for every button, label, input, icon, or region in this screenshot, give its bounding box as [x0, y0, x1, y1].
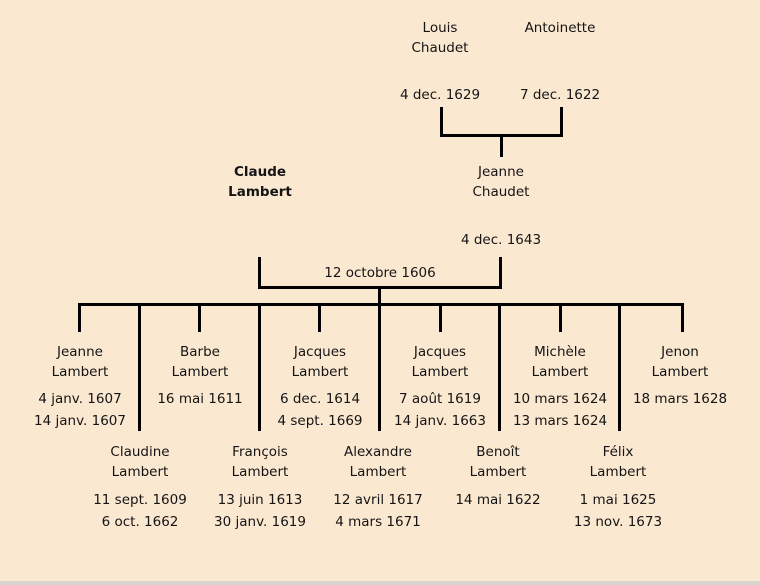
- person-name-line: Lambert: [111, 464, 169, 480]
- person-name-line: Lambert: [589, 464, 647, 480]
- death-date: 4 sept. 1669: [277, 413, 363, 429]
- person-claude-lambert[interactable]: Claude Lambert: [185, 162, 335, 202]
- person-name-line: Lambert: [171, 364, 229, 380]
- person-claudine-lambert[interactable]: Claudine Lambert 11 sept. 1609 6 oct. 16…: [65, 442, 215, 533]
- connector-child-drop-jenon: [681, 303, 684, 332]
- connector-child-drop-felix: [618, 303, 621, 431]
- connector-child-drop-barbe: [198, 303, 201, 332]
- death-date: 4 mars 1671: [335, 514, 421, 530]
- connector-children-bar: [78, 303, 684, 306]
- person-dates: 4 janv. 1607 14 janv. 1607: [5, 388, 155, 432]
- person-jeanne-chaudet[interactable]: Jeanne Chaudet 4 dec. 1643: [426, 162, 576, 249]
- death-date: 13 mars 1624: [512, 413, 608, 429]
- person-name-line: Louis: [422, 20, 458, 36]
- birth-date: 7 août 1619: [399, 391, 481, 407]
- person-name-line: Lambert: [531, 364, 589, 380]
- person-dates: 11 sept. 1609 6 oct. 1662: [65, 489, 215, 533]
- death-date: 6 oct. 1662: [101, 514, 179, 530]
- birth-date: 10 mars 1624: [512, 391, 608, 407]
- person-dates: 13 juin 1613 30 janv. 1619: [185, 489, 335, 533]
- connector-child-drop-michele: [559, 303, 562, 332]
- connector-grandmother-drop: [560, 107, 563, 137]
- person-name-line: Benoît: [476, 444, 520, 460]
- person-name-line: Claudine: [110, 444, 170, 460]
- person-name-line: Jenon: [661, 344, 699, 360]
- person-name-line: Lambert: [411, 364, 469, 380]
- person-dates: 12 avril 1617 4 mars 1671: [303, 489, 453, 533]
- person-name-line: Lambert: [651, 364, 709, 380]
- person-name-line: Lambert: [291, 364, 349, 380]
- birth-date: 1 mai 1625: [579, 492, 657, 508]
- person-dates: 7 août 1619 14 janv. 1663: [365, 388, 515, 432]
- connector-father-drop: [258, 257, 261, 289]
- person-name-line: Claude: [233, 164, 287, 180]
- person-name-line: Barbe: [180, 344, 220, 360]
- birth-date: 16 mai 1611: [157, 391, 243, 407]
- birth-date: 6 dec. 1614: [279, 391, 361, 407]
- person-name-line: Lambert: [469, 464, 527, 480]
- person-name-line: Lambert: [349, 464, 407, 480]
- person-barbe-lambert[interactable]: Barbe Lambert 16 mai 1611: [125, 342, 275, 410]
- connector-child-drop-francois: [258, 303, 261, 431]
- person-name-line: Jeanne: [57, 344, 103, 360]
- person-date: 7 dec. 1622: [519, 87, 601, 103]
- person-francois-lambert[interactable]: François Lambert 13 juin 1613 30 janv. 1…: [185, 442, 335, 533]
- person-name-line: Michèle: [534, 344, 586, 360]
- connector-mother-stem: [500, 134, 503, 157]
- person-felix-lambert[interactable]: Félix Lambert 1 mai 1625 13 nov. 1673: [543, 442, 693, 533]
- birth-date: 4 janv. 1607: [38, 391, 122, 407]
- person-name-line: Chaudet: [472, 184, 530, 200]
- birth-date: 13 juin 1613: [217, 492, 303, 508]
- person-dates: 1 mai 1625 13 nov. 1673: [543, 489, 693, 533]
- birth-date: 12 avril 1617: [333, 492, 423, 508]
- person-alexandre-lambert[interactable]: Alexandre Lambert 12 avril 1617 4 mars 1…: [303, 442, 453, 533]
- death-date: 14 janv. 1607: [34, 413, 126, 429]
- connector-child-drop-jacques2: [439, 303, 442, 332]
- person-dates: 6 dec. 1614 4 sept. 1669: [245, 388, 395, 432]
- person-jacques-lambert-1[interactable]: Jacques Lambert 6 dec. 1614 4 sept. 1669: [245, 342, 395, 432]
- person-benoit-lambert[interactable]: Benoît Lambert 14 mai 1622: [423, 442, 573, 511]
- person-name-line: Félix: [602, 444, 634, 460]
- person-name-line: Jacques: [293, 344, 347, 360]
- person-name-line: Antoinette: [524, 20, 596, 36]
- person-michele-lambert[interactable]: Michèle Lambert 10 mars 1624 13 mars 162…: [485, 342, 635, 432]
- connector-grandfather-drop: [440, 107, 443, 137]
- marriage-date-label: 12 octobre 1606: [324, 265, 436, 281]
- person-dates: 14 mai 1622: [423, 489, 573, 511]
- person-date: 4 dec. 1629: [399, 87, 481, 103]
- birth-date: 14 mai 1622: [455, 492, 541, 508]
- person-name-line: Chaudet: [411, 40, 469, 56]
- person-name-line: François: [232, 444, 288, 460]
- person-name-line: Lambert: [231, 464, 289, 480]
- person-name-line: Lambert: [51, 364, 109, 380]
- death-date: 30 janv. 1619: [214, 514, 306, 530]
- window-bottom-edge: [0, 581, 760, 585]
- connector-children-stem: [378, 286, 381, 431]
- person-name-line: Jacques: [413, 344, 467, 360]
- person-dates: 16 mai 1611: [125, 388, 275, 410]
- person-antoinette[interactable]: Antoinette 7 dec. 1622: [485, 18, 635, 104]
- person-name-line: Lambert: [228, 184, 292, 200]
- person-louis-chaudet[interactable]: Louis Chaudet 4 dec. 1629: [365, 18, 515, 104]
- birth-date: 11 sept. 1609: [93, 492, 187, 508]
- person-name-line: Alexandre: [343, 444, 412, 460]
- person-date: 4 dec. 1643: [460, 232, 542, 248]
- connector-child-drop-benoit: [498, 303, 501, 431]
- connector-child-drop-claudine: [138, 303, 141, 431]
- person-name-line: Jeanne: [478, 164, 524, 180]
- connector-child-drop-jacques1: [318, 303, 321, 332]
- person-jenon-lambert[interactable]: Jenon Lambert 18 mars 1628: [605, 342, 755, 410]
- death-date: 13 nov. 1673: [573, 514, 663, 530]
- connector-child-drop-jeanne: [78, 303, 81, 332]
- person-jeanne-lambert[interactable]: Jeanne Lambert 4 janv. 1607 14 janv. 160…: [5, 342, 155, 432]
- person-dates: 10 mars 1624 13 mars 1624: [485, 388, 635, 432]
- birth-date: 18 mars 1628: [632, 391, 728, 407]
- death-date: 14 janv. 1663: [394, 413, 486, 429]
- person-jacques-lambert-2[interactable]: Jacques Lambert 7 août 1619 14 janv. 166…: [365, 342, 515, 432]
- connector-mother-drop: [499, 257, 502, 289]
- person-dates: 18 mars 1628: [605, 388, 755, 410]
